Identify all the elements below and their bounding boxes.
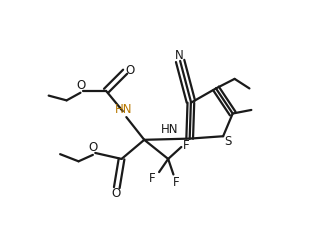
Text: HN: HN <box>115 103 133 116</box>
Text: F: F <box>173 176 180 189</box>
Text: O: O <box>76 79 86 92</box>
Text: O: O <box>89 141 98 154</box>
Text: HN: HN <box>161 123 178 136</box>
Text: S: S <box>225 135 232 148</box>
Text: F: F <box>149 172 156 185</box>
Text: N: N <box>175 49 183 62</box>
Text: O: O <box>111 187 121 200</box>
Text: F: F <box>183 139 189 152</box>
Text: O: O <box>126 65 135 77</box>
